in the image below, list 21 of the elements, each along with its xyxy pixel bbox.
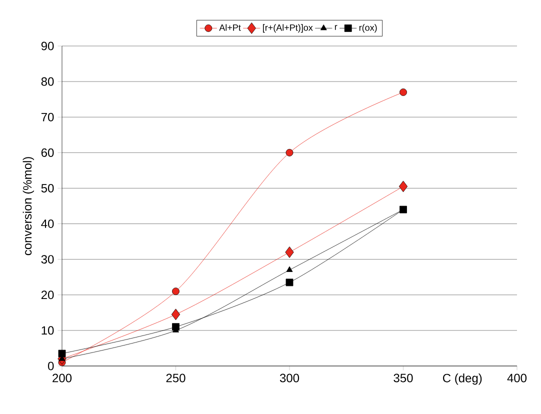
y-tick-label: 0 xyxy=(48,362,54,370)
y-tick-label: 10 xyxy=(42,326,54,335)
y-tick-label: 90 xyxy=(41,42,54,50)
legend-label: r xyxy=(334,25,338,30)
y-tick-label: 70 xyxy=(41,112,54,122)
x-tick-label: 350 xyxy=(394,374,413,382)
legend-label: Al+Pt xyxy=(219,24,241,31)
legend-label: [r+(Al+Pt)]ox xyxy=(263,24,313,33)
x-axis-title: C (deg) xyxy=(443,374,482,385)
y-tick-label: 80 xyxy=(41,77,54,86)
x-tick-label: 300 xyxy=(280,374,300,382)
x-tick-label: 200 xyxy=(52,374,72,382)
y-tick-label: 20 xyxy=(41,290,54,300)
y-tick-label: 30 xyxy=(41,255,54,264)
y-axis-title: conversion (%mol) xyxy=(22,157,34,256)
x-tick-label: 250 xyxy=(166,374,186,382)
y-tick-label: 40 xyxy=(41,220,54,228)
legend-label: r(ox) xyxy=(359,24,377,33)
y-tick-label: 60 xyxy=(41,148,54,157)
x-tick-label: 400 xyxy=(507,374,527,382)
y-tick-label: 50 xyxy=(41,184,54,192)
